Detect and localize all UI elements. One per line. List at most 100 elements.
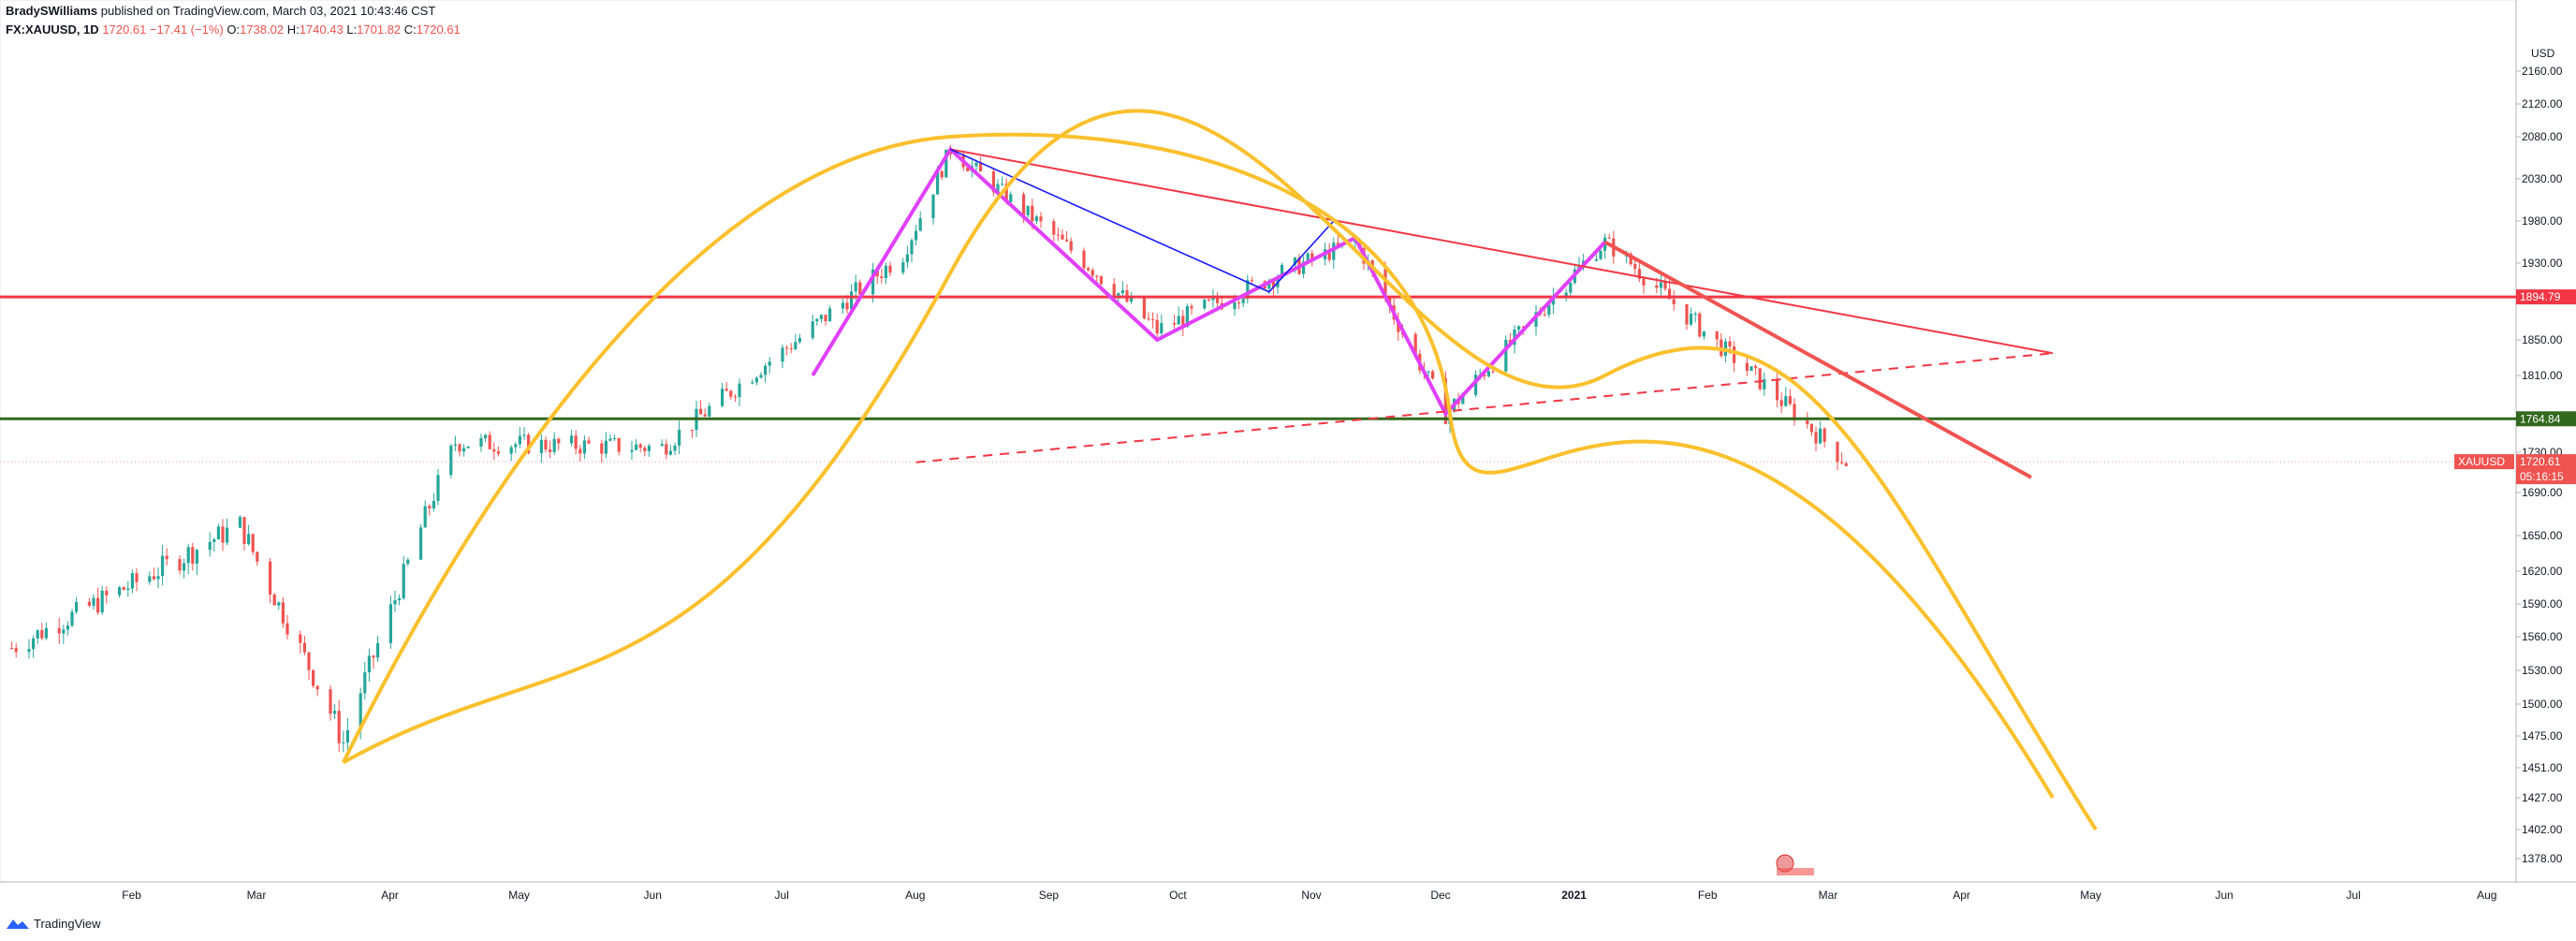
- symbol-tag-text: XAUUSD: [2458, 455, 2505, 468]
- candle-body: [1034, 216, 1038, 222]
- candle-body: [850, 291, 854, 310]
- price-labels: 1894.79 1764.84 1720.61 05:16:15 XAUUSD: [2454, 289, 2576, 485]
- candle-body: [1173, 322, 1177, 325]
- candle-body: [1655, 285, 1659, 288]
- candle-body: [582, 440, 586, 454]
- candle-body: [1461, 394, 1465, 404]
- ohlc-line: FX:XAUUSD, 1D 1720.61 −17.41 (−1%) O:173…: [6, 21, 461, 39]
- last-price-label-text: 05:16:15: [2520, 470, 2564, 483]
- candle-body: [27, 649, 31, 653]
- candle-body: [1155, 319, 1159, 334]
- candle-body: [1302, 261, 1306, 274]
- candle-body: [647, 445, 651, 451]
- candle-body: [87, 601, 91, 606]
- candle-body: [845, 302, 849, 310]
- candle-body: [1052, 221, 1056, 235]
- open-value: 1738.02: [240, 22, 285, 37]
- candle-body: [1004, 184, 1008, 202]
- candle-body: [1211, 297, 1215, 301]
- candle-body: [428, 506, 432, 508]
- candle-body: [944, 149, 948, 178]
- candle-body: [880, 276, 884, 278]
- candle-body: [36, 630, 39, 639]
- candle-body: [1483, 375, 1486, 376]
- candle-body: [794, 342, 798, 350]
- candle-body: [811, 321, 814, 338]
- candle-body: [1327, 249, 1331, 260]
- candle-body: [367, 655, 371, 673]
- candle-body: [238, 517, 242, 528]
- candle-body: [1336, 243, 1339, 246]
- candle-body: [1271, 281, 1275, 287]
- candle-body: [966, 167, 970, 171]
- candle-body: [1749, 366, 1753, 371]
- y-tick-label: 1980.00: [2522, 214, 2563, 228]
- lower-curve: [342, 109, 2098, 831]
- candle-body: [186, 547, 190, 564]
- currency-label: USD: [2531, 47, 2555, 60]
- candle-body: [449, 445, 453, 476]
- candle-body: [183, 563, 186, 571]
- x-tick-label: 2021: [1561, 889, 1587, 902]
- candle-body: [544, 439, 548, 450]
- y-tick-label: 2080.00: [2522, 130, 2563, 143]
- candle-body: [423, 506, 427, 528]
- candle-body: [1056, 234, 1060, 236]
- candle-body: [1758, 368, 1762, 390]
- candle-body: [488, 434, 491, 449]
- candle-body: [854, 282, 857, 292]
- candle-body: [191, 547, 195, 564]
- candle-body: [690, 430, 694, 432]
- x-tick-label: Feb: [1698, 889, 1718, 902]
- time-axis[interactable]: Feb Mar Apr May Jun Jul Aug Sep Oct Nov Dec 2021 Feb…: [122, 889, 2496, 902]
- publisher-name[interactable]: BradySWilliams: [6, 4, 98, 18]
- candle-body: [1822, 428, 1826, 442]
- price-axis[interactable]: 2160.00 2120.00 2080.00 2030.00 1980.00 1930.…: [2516, 47, 2563, 865]
- x-tick-label: Apr: [381, 889, 399, 902]
- candle-body: [453, 444, 457, 446]
- candle-body: [165, 555, 168, 560]
- resistance-price-label-text: 1894.79: [2520, 290, 2561, 303]
- candle-body: [738, 383, 741, 398]
- last-price-label-text: 1720.61: [2520, 455, 2561, 468]
- candle-body: [277, 602, 281, 606]
- candle-body: [337, 711, 341, 743]
- candle-body: [315, 685, 319, 690]
- y-tick-label: 1475.00: [2522, 729, 2563, 743]
- harmonic-pattern: [811, 146, 1607, 418]
- candle-body: [751, 382, 754, 384]
- candle-body: [70, 611, 74, 626]
- candle-body: [1413, 333, 1417, 354]
- candle-body: [1633, 264, 1637, 270]
- candle-body: [496, 451, 500, 454]
- candle-body: [363, 672, 367, 694]
- candle-body: [570, 435, 574, 444]
- candle-body: [1022, 194, 1026, 215]
- candle-body: [518, 435, 521, 445]
- y-tick-label: 1451.00: [2522, 761, 2563, 774]
- candle-body: [1190, 306, 1193, 309]
- candle-body: [178, 559, 182, 571]
- candle-body: [1663, 282, 1667, 289]
- candle-body: [1267, 281, 1271, 289]
- candle-body: [635, 444, 638, 450]
- candle-body: [1397, 319, 1400, 332]
- candle-body: [1569, 283, 1573, 293]
- candle-body: [703, 414, 707, 417]
- candle-body: [329, 689, 332, 714]
- economic-event-flag-icon[interactable]: [1776, 854, 1814, 875]
- close-value: 1720.61: [416, 22, 461, 37]
- candle-body: [376, 642, 380, 658]
- y-tick-label: 1427.00: [2522, 791, 2563, 804]
- symbol-label[interactable]: FX:XAUUSD, 1D: [6, 22, 99, 37]
- candle-body: [1521, 326, 1525, 328]
- candle-body: [281, 602, 285, 624]
- candle-body: [466, 446, 470, 448]
- candle-body: [216, 526, 220, 539]
- candle-body: [1594, 258, 1598, 261]
- candle-body: [522, 434, 526, 436]
- candle-body: [156, 576, 160, 580]
- candle-body: [764, 365, 768, 375]
- candle-body: [1840, 462, 1844, 463]
